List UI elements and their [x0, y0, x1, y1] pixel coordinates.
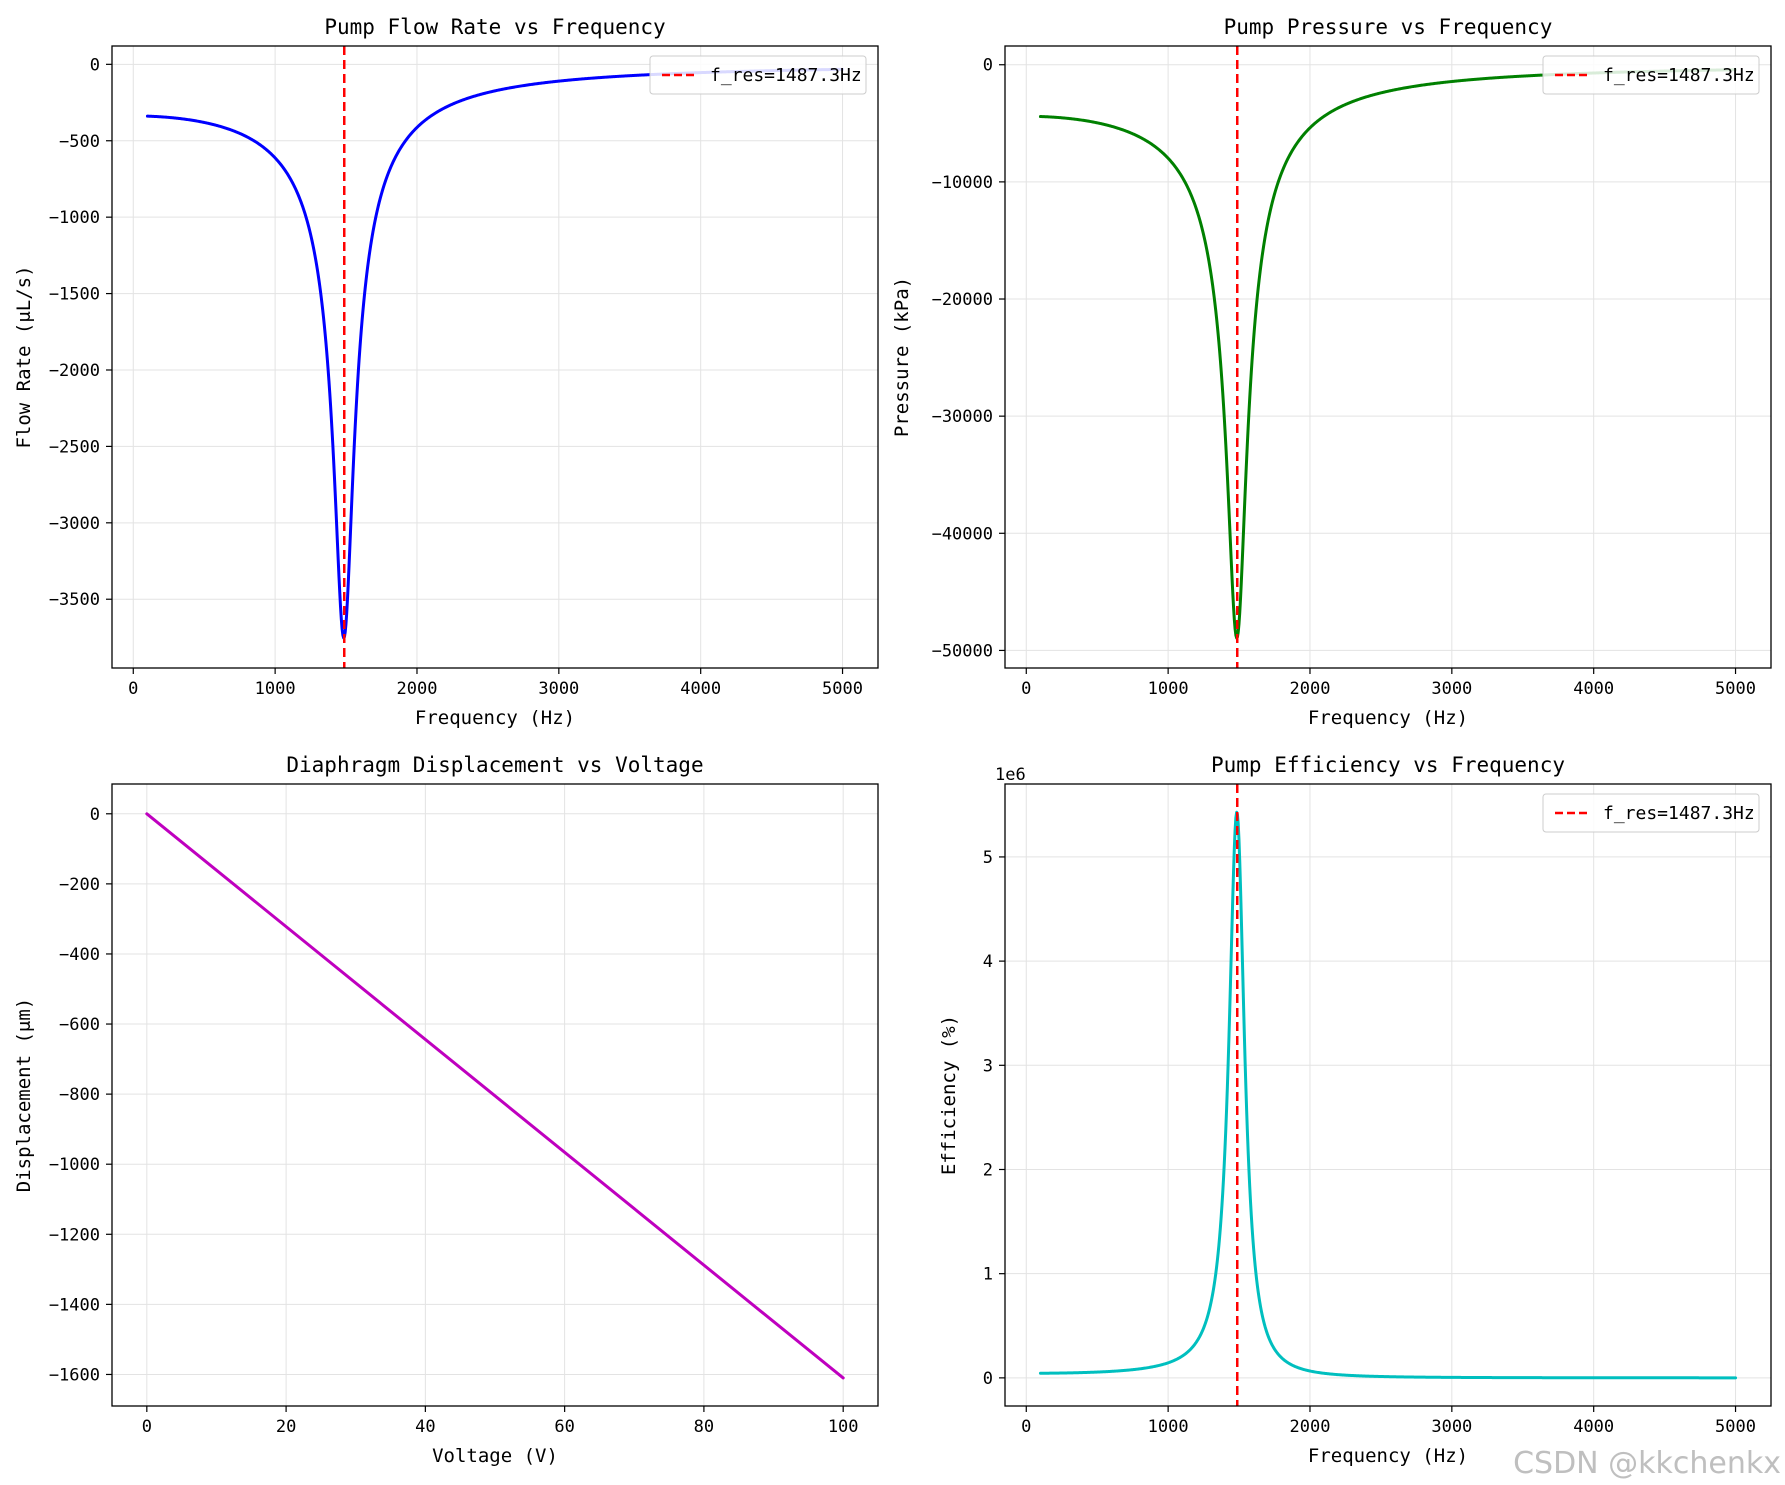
pressure-x-tick-label-2: 2000 [1290, 679, 1331, 699]
displacement-ticks: 0 20 40 60 80 100 0 −200 −400 −600 −800 −1000 −1200 −… [49, 805, 859, 1437]
pressure-grid [1005, 46, 1771, 668]
pressure-y-axis-label: Pressure (kPa) [891, 277, 913, 437]
efficiency-y-tick-label-3: 3 [983, 1056, 993, 1076]
flow-rate-y-axis-label: Flow Rate (μL/s) [13, 265, 35, 448]
efficiency-ticks: 0 1000 2000 3000 4000 5000 0 1 2 3 4 5 [983, 848, 1756, 1437]
efficiency-grid [1005, 784, 1771, 1406]
flow-rate-y-tick-label-6: −3000 [49, 514, 100, 534]
flow-rate-y-tick-label-4: −2000 [49, 361, 100, 381]
pressure-axes-frame [1004, 45, 1772, 669]
flow-rate-y-tick-label-2: −1000 [49, 208, 100, 228]
flow-rate-legend: f_res=1487.3Hz [649, 55, 867, 95]
displacement-y-tick-label-7: −1400 [49, 1295, 100, 1315]
pressure-legend: f_res=1487.3Hz [1542, 55, 1760, 95]
efficiency-chart-title: Pump Efficiency vs Frequency [1211, 753, 1565, 777]
pressure-ticks: 0 1000 2000 3000 4000 5000 0 −10000 −20000 −30000… [932, 56, 1756, 699]
efficiency-y-tick-label-4: 4 [983, 952, 993, 972]
flow-rate-y-tick-label-7: −3500 [49, 590, 100, 610]
efficiency-x-tick-label-5: 5000 [1715, 1417, 1756, 1437]
flow-rate-x-axis-label: Frequency (Hz) [415, 707, 575, 729]
pressure-legend-label: f_res=1487.3Hz [1603, 65, 1755, 86]
displacement-chart: 0 20 40 60 80 100 0 −200 −400 −600 −800 −1000 −1200 −… [13, 753, 879, 1467]
efficiency-legend: f_res=1487.3Hz [1542, 793, 1760, 833]
flow-rate-legend-label: f_res=1487.3Hz [710, 65, 862, 86]
displacement-y-tick-label-5: −1000 [49, 1155, 100, 1175]
pressure-x-tick-label-1: 1000 [1148, 679, 1189, 699]
flow-rate-legend-box [649, 55, 867, 95]
efficiency-y-tick-label-5: 5 [983, 848, 993, 868]
displacement-plot-area [145, 812, 845, 1380]
displacement-y-tick-label-4: −800 [59, 1085, 100, 1105]
displacement-axes-frame [111, 783, 879, 1407]
displacement-grid [112, 784, 878, 1406]
flow-rate-y-tick-label-3: −1500 [49, 285, 100, 305]
flow-rate-x-tick-label-4: 4000 [680, 679, 721, 699]
pressure-y-tick-label-3: −30000 [932, 407, 993, 427]
efficiency-x-tick-label-3: 3000 [1431, 1417, 1472, 1437]
flow-rate-chart: 0 1000 2000 3000 4000 5000 0 −500 −1000 −1500 −200… [13, 15, 879, 729]
pressure-x-tick-label-3: 3000 [1431, 679, 1472, 699]
displacement-y-tick-label-3: −600 [59, 1015, 100, 1035]
flow-rate-y-tick-label-5: −2500 [49, 437, 100, 457]
efficiency-x-axis-label: Frequency (Hz) [1308, 1445, 1468, 1467]
pressure-y-tick-label-0: 0 [983, 56, 993, 76]
pressure-y-tick-label-2: −20000 [932, 290, 993, 310]
displacement-x-tick-label-0: 0 [142, 1417, 152, 1437]
displacement-y-tick-label-2: −400 [59, 945, 100, 965]
flow-rate-x-tick-label-3: 3000 [538, 679, 579, 699]
pressure-chart-title: Pump Pressure vs Frequency [1224, 15, 1553, 39]
displacement-y-tick-label-6: −1200 [49, 1225, 100, 1245]
pressure-chart: 0 1000 2000 3000 4000 5000 0 −10000 −20000 −30000… [891, 15, 1772, 729]
displacement-series-line [145, 812, 845, 1380]
displacement-x-tick-label-4: 80 [694, 1417, 714, 1437]
flow-rate-ticks: 0 1000 2000 3000 4000 5000 0 −500 −1000 −1500 −200… [49, 55, 863, 699]
pressure-y-tick-label-1: −10000 [932, 173, 993, 193]
flow-rate-x-tick-label-2: 2000 [397, 679, 438, 699]
displacement-x-tick-label-1: 20 [276, 1417, 296, 1437]
efficiency-y-tick-label-0: 0 [983, 1369, 993, 1389]
efficiency-y-axis-label: Efficiency (%) [938, 1015, 960, 1175]
displacement-y-tick-label-1: −200 [59, 875, 100, 895]
efficiency-x-tick-label-4: 4000 [1573, 1417, 1614, 1437]
displacement-x-tick-label-3: 60 [554, 1417, 574, 1437]
efficiency-x-tick-label-0: 0 [1021, 1417, 1031, 1437]
flow-rate-y-tick-label-0: 0 [90, 55, 100, 75]
efficiency-series-line [1038, 810, 1738, 1380]
efficiency-y-tick-label-1: 1 [983, 1265, 993, 1285]
displacement-chart-title: Diaphragm Displacement vs Voltage [286, 753, 703, 777]
efficiency-x-tick-label-2: 2000 [1290, 1417, 1331, 1437]
pressure-y-tick-label-4: −40000 [932, 524, 993, 544]
pressure-x-tick-label-0: 0 [1021, 679, 1031, 699]
flow-rate-chart-title: Pump Flow Rate vs Frequency [324, 15, 665, 39]
displacement-y-tick-label-0: 0 [90, 805, 100, 825]
efficiency-y-tick-label-2: 2 [983, 1160, 993, 1180]
flow-rate-axes-frame [111, 45, 879, 669]
pressure-x-tick-label-4: 4000 [1573, 679, 1614, 699]
displacement-x-tick-label-2: 40 [415, 1417, 435, 1437]
efficiency-x-tick-label-1: 1000 [1148, 1417, 1189, 1437]
pressure-y-tick-label-5: −50000 [932, 641, 993, 661]
efficiency-chart: 0 1000 2000 3000 4000 5000 0 1 2 3 4 5 Pump Efficie… [938, 753, 1772, 1467]
efficiency-legend-label: f_res=1487.3Hz [1603, 803, 1755, 824]
watermark: CSDN @kkchenkx [1513, 1446, 1781, 1481]
efficiency-axes-frame [1004, 783, 1772, 1407]
flow-rate-y-tick-label-1: −500 [59, 132, 100, 152]
efficiency-legend-box [1542, 793, 1760, 833]
displacement-y-axis-label: Displacement (μm) [13, 998, 35, 1192]
flow-rate-x-tick-label-5: 5000 [822, 679, 863, 699]
flow-rate-x-tick-label-1: 1000 [255, 679, 296, 699]
pressure-x-tick-label-5: 5000 [1715, 679, 1756, 699]
flow-rate-x-tick-label-0: 0 [128, 679, 138, 699]
flow-rate-grid [112, 46, 878, 668]
pressure-x-axis-label: Frequency (Hz) [1308, 707, 1468, 729]
efficiency-plot-area [1038, 784, 1738, 1406]
pressure-legend-box [1542, 55, 1760, 95]
displacement-y-tick-label-8: −1600 [49, 1365, 100, 1385]
displacement-x-axis-label: Voltage (V) [432, 1445, 558, 1467]
displacement-x-tick-label-5: 100 [828, 1417, 859, 1437]
efficiency-y-offset-text: 1e6 [995, 765, 1026, 785]
